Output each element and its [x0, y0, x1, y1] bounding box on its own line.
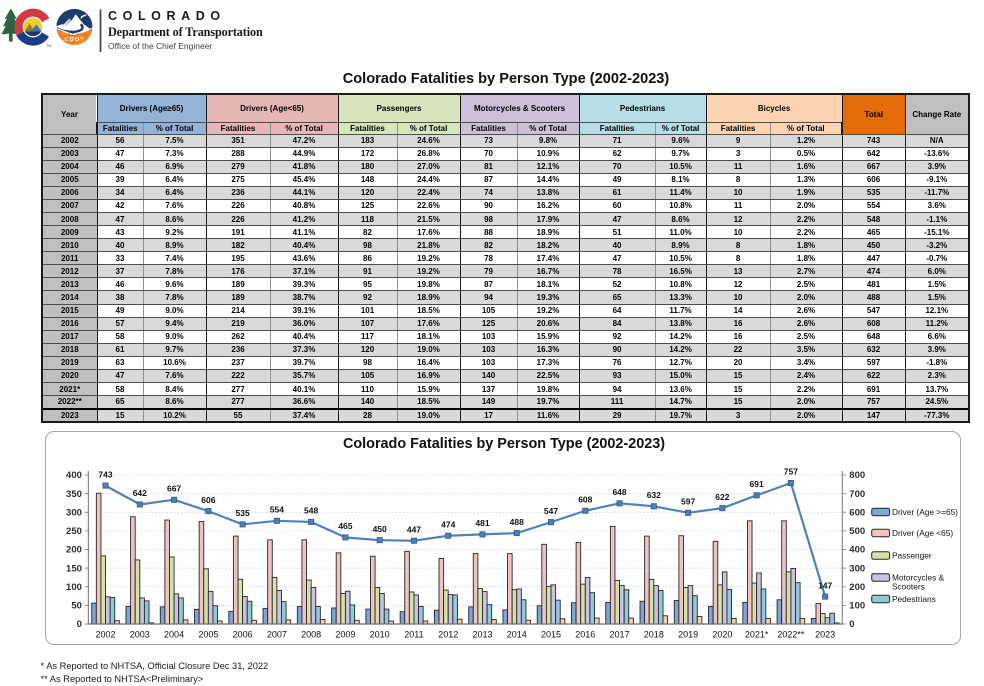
svg-text:450: 450 [372, 523, 386, 533]
svg-text:648: 648 [612, 487, 626, 497]
svg-text:147: 147 [818, 580, 832, 590]
svg-text:2023: 2023 [815, 629, 835, 639]
svg-text:757: 757 [783, 466, 797, 476]
svg-text:2017: 2017 [609, 629, 629, 639]
svg-text:400: 400 [849, 544, 865, 555]
svg-text:100: 100 [849, 600, 865, 611]
svg-text:Motorcycles &: Motorcycles & [892, 572, 945, 582]
svg-text:Scooters: Scooters [892, 581, 925, 591]
svg-text:547: 547 [544, 505, 558, 515]
svg-text:600: 600 [849, 507, 865, 518]
svg-text:2007: 2007 [266, 629, 286, 639]
svg-text:481: 481 [475, 518, 489, 528]
svg-text:Driver (Age <65): Driver (Age <65) [892, 528, 953, 538]
svg-text:2022**: 2022** [777, 629, 805, 639]
svg-text:2012: 2012 [438, 629, 458, 639]
svg-text:2021*: 2021* [744, 629, 768, 639]
svg-text:0: 0 [76, 619, 81, 630]
svg-text:2006: 2006 [232, 629, 252, 639]
svg-text:Driver (Age >=65): Driver (Age >=65) [892, 507, 958, 517]
svg-text:Pedestrians: Pedestrians [892, 594, 936, 604]
svg-text:743: 743 [98, 469, 112, 479]
svg-text:TM: TM [46, 44, 51, 48]
svg-text:2019: 2019 [678, 629, 698, 639]
svg-text:300: 300 [849, 563, 865, 574]
svg-text:500: 500 [849, 526, 865, 537]
svg-text:2003: 2003 [129, 629, 149, 639]
svg-text:400: 400 [66, 470, 82, 481]
svg-text:447: 447 [406, 524, 420, 534]
svg-text:150: 150 [66, 563, 82, 574]
svg-text:608: 608 [578, 494, 592, 504]
svg-text:632: 632 [646, 490, 660, 500]
svg-text:0: 0 [849, 619, 854, 630]
svg-text:100: 100 [66, 582, 82, 593]
svg-text:2009: 2009 [335, 629, 355, 639]
svg-text:2008: 2008 [301, 629, 321, 639]
svg-text:2018: 2018 [643, 629, 663, 639]
svg-text:691: 691 [749, 479, 763, 489]
svg-text:300: 300 [66, 507, 82, 518]
svg-text:622: 622 [715, 491, 729, 501]
svg-text:2010: 2010 [369, 629, 389, 639]
svg-text:597: 597 [681, 496, 695, 506]
svg-text:2013: 2013 [472, 629, 492, 639]
svg-text:CDOT: CDOT [64, 37, 84, 43]
svg-text:2014: 2014 [506, 629, 526, 639]
svg-text:800: 800 [849, 470, 865, 481]
svg-text:250: 250 [66, 526, 82, 537]
svg-text:2015: 2015 [541, 629, 561, 639]
svg-text:554: 554 [269, 504, 283, 514]
svg-text:488: 488 [509, 516, 523, 526]
svg-text:200: 200 [66, 544, 82, 555]
svg-text:50: 50 [71, 600, 82, 611]
svg-text:Passenger: Passenger [892, 550, 932, 560]
svg-text:2004: 2004 [164, 629, 184, 639]
svg-text:2005: 2005 [198, 629, 218, 639]
svg-text:474: 474 [441, 519, 455, 529]
svg-text:2020: 2020 [712, 629, 732, 639]
svg-text:465: 465 [338, 521, 352, 531]
svg-text:642: 642 [132, 488, 146, 498]
svg-text:667: 667 [167, 483, 181, 493]
svg-text:548: 548 [304, 505, 318, 515]
svg-text:2011: 2011 [404, 629, 423, 639]
svg-text:535: 535 [235, 508, 249, 518]
svg-text:2002: 2002 [95, 629, 115, 639]
svg-text:350: 350 [66, 488, 82, 499]
svg-text:700: 700 [849, 488, 865, 499]
svg-text:200: 200 [849, 582, 865, 593]
svg-text:2016: 2016 [575, 629, 595, 639]
svg-text:606: 606 [201, 494, 215, 504]
